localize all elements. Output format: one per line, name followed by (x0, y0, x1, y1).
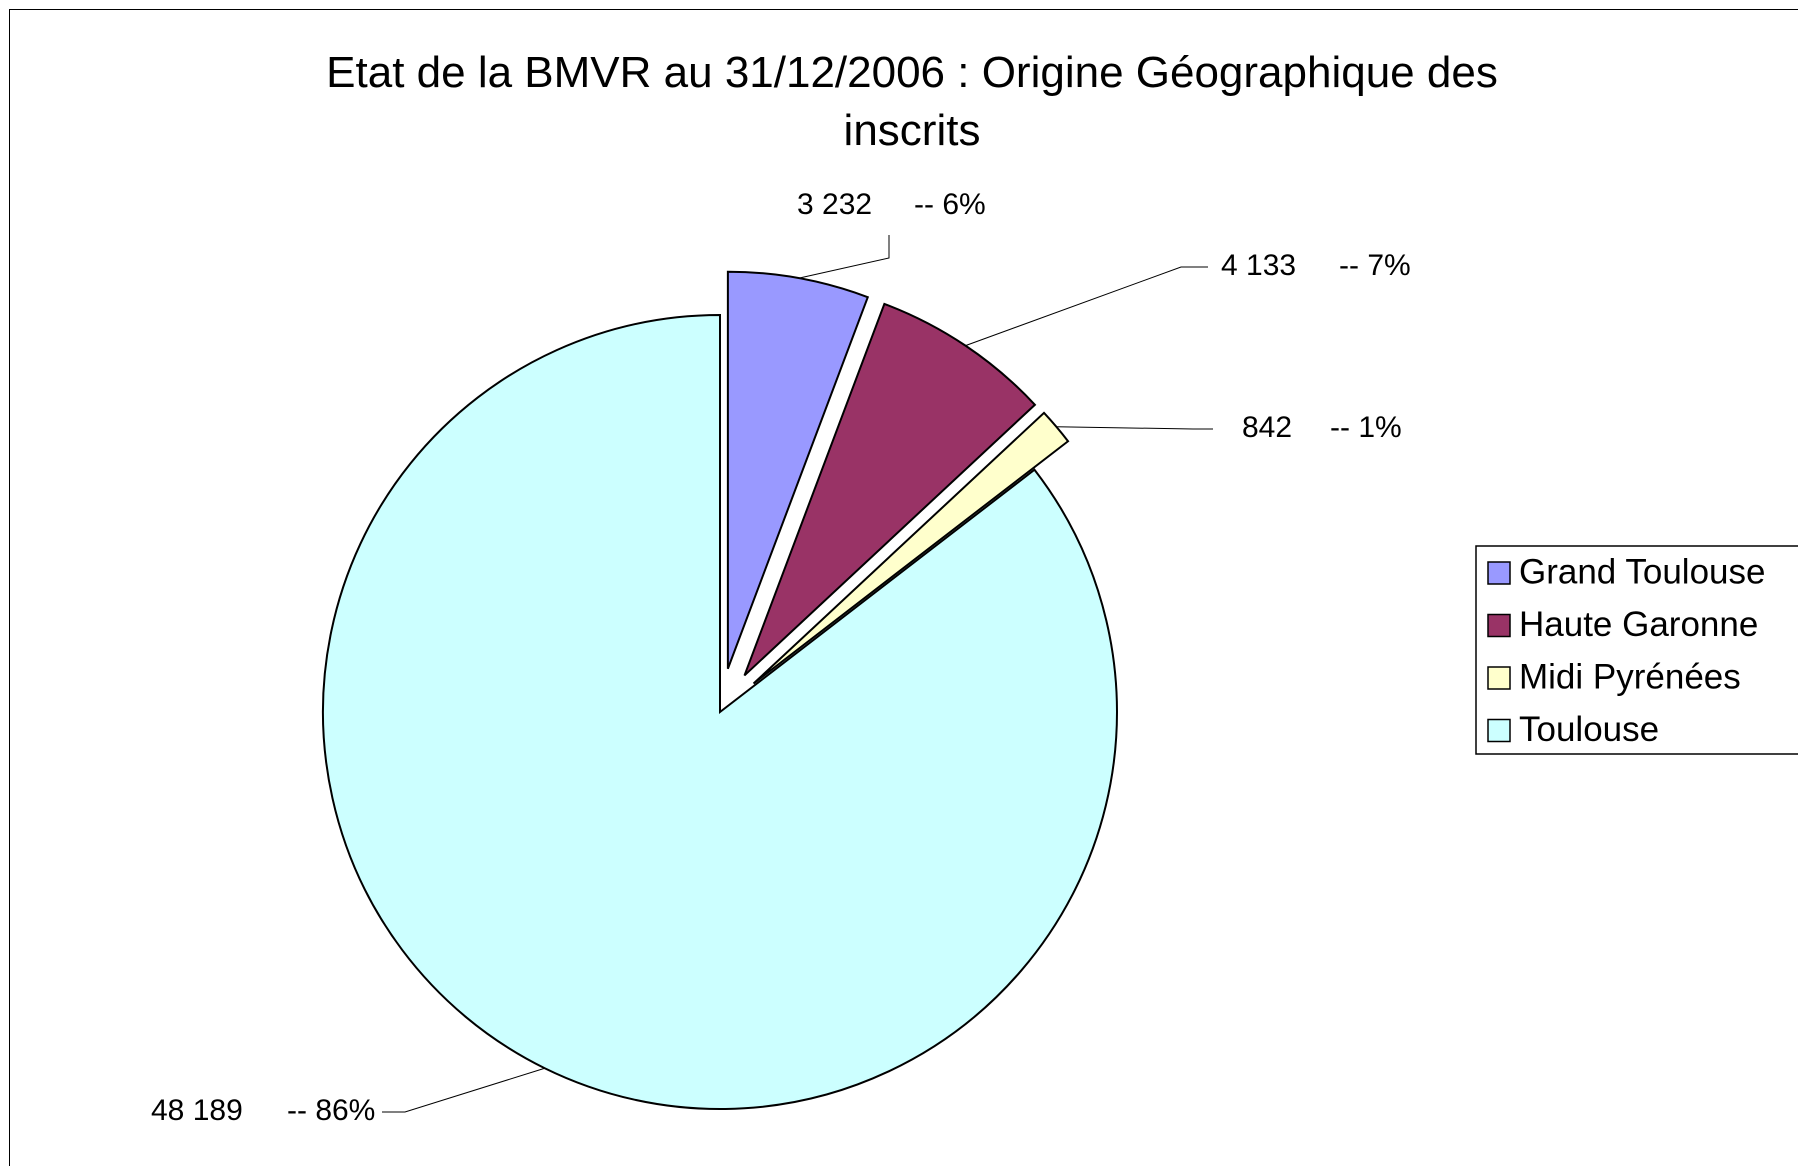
value-label: 3 232 (797, 188, 872, 221)
legend-swatch (1487, 718, 1511, 743)
legend-label: Midi Pyrénées (1519, 657, 1741, 696)
value-label: 48 189 (151, 1094, 243, 1127)
chart-title: Etat de la BMVR au 31/12/2006 : Origine … (326, 48, 1498, 155)
legend-label: Grand Toulouse (1519, 552, 1765, 591)
percent-label: -- 86% (287, 1094, 375, 1127)
legend-swatch (1487, 613, 1511, 638)
percent-label: -- 1% (1330, 411, 1402, 444)
leader-line (965, 266, 1208, 347)
leader-line (1056, 426, 1213, 430)
percent-label: -- 6% (914, 188, 986, 221)
value-label: 842 (1242, 411, 1292, 444)
chart-frame (9, 9, 1798, 1166)
legend-swatch (1487, 561, 1511, 585)
legend-label: Toulouse (1519, 710, 1659, 749)
legend-box (1475, 545, 1798, 755)
pie-slice (743, 302, 1037, 677)
legend-swatch (1487, 666, 1511, 690)
value-label: 4 133 (1221, 249, 1296, 282)
percent-label: -- 7% (1339, 249, 1411, 282)
pie-slice (726, 270, 870, 670)
pie-slice (322, 313, 1118, 1110)
pie-slice (752, 411, 1070, 685)
leader-line (798, 235, 890, 279)
leader-line (382, 1067, 545, 1113)
legend-label: Haute Garonne (1519, 605, 1758, 644)
